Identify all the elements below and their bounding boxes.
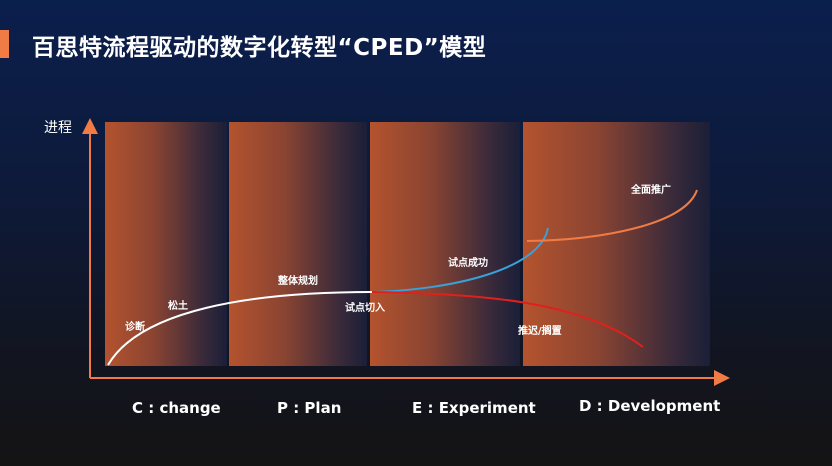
phase-label-d: D : Development	[579, 397, 721, 415]
delay-curve	[371, 291, 644, 348]
label-pilot-entry: 试点切入	[345, 303, 385, 314]
phase-label-c: C : change	[132, 399, 221, 417]
success-curve	[371, 227, 549, 293]
label-pilot-success: 试点成功	[448, 258, 488, 269]
phase-panel-p	[229, 122, 367, 366]
title-accent-bar	[0, 30, 9, 58]
rollout-curve	[526, 189, 698, 242]
label-loosen: 松土	[168, 301, 188, 312]
label-planning: 整体规划	[278, 276, 318, 287]
label-rollout: 全面推广	[631, 185, 671, 196]
label-delay: 推迟/搁置	[518, 326, 562, 337]
y-axis-label: 进程	[44, 120, 72, 136]
phase-panel-e	[370, 122, 520, 366]
phase-label-e: E : Experiment	[412, 399, 536, 417]
label-diagnose: 诊断	[125, 322, 145, 333]
phase-panel-d	[523, 122, 710, 366]
phase-label-p: P : Plan	[277, 399, 342, 417]
main-curve	[107, 291, 373, 366]
page-title: 百思特流程驱动的数字化转型“CPED”模型	[32, 35, 487, 61]
phase-panel-c	[105, 122, 227, 366]
